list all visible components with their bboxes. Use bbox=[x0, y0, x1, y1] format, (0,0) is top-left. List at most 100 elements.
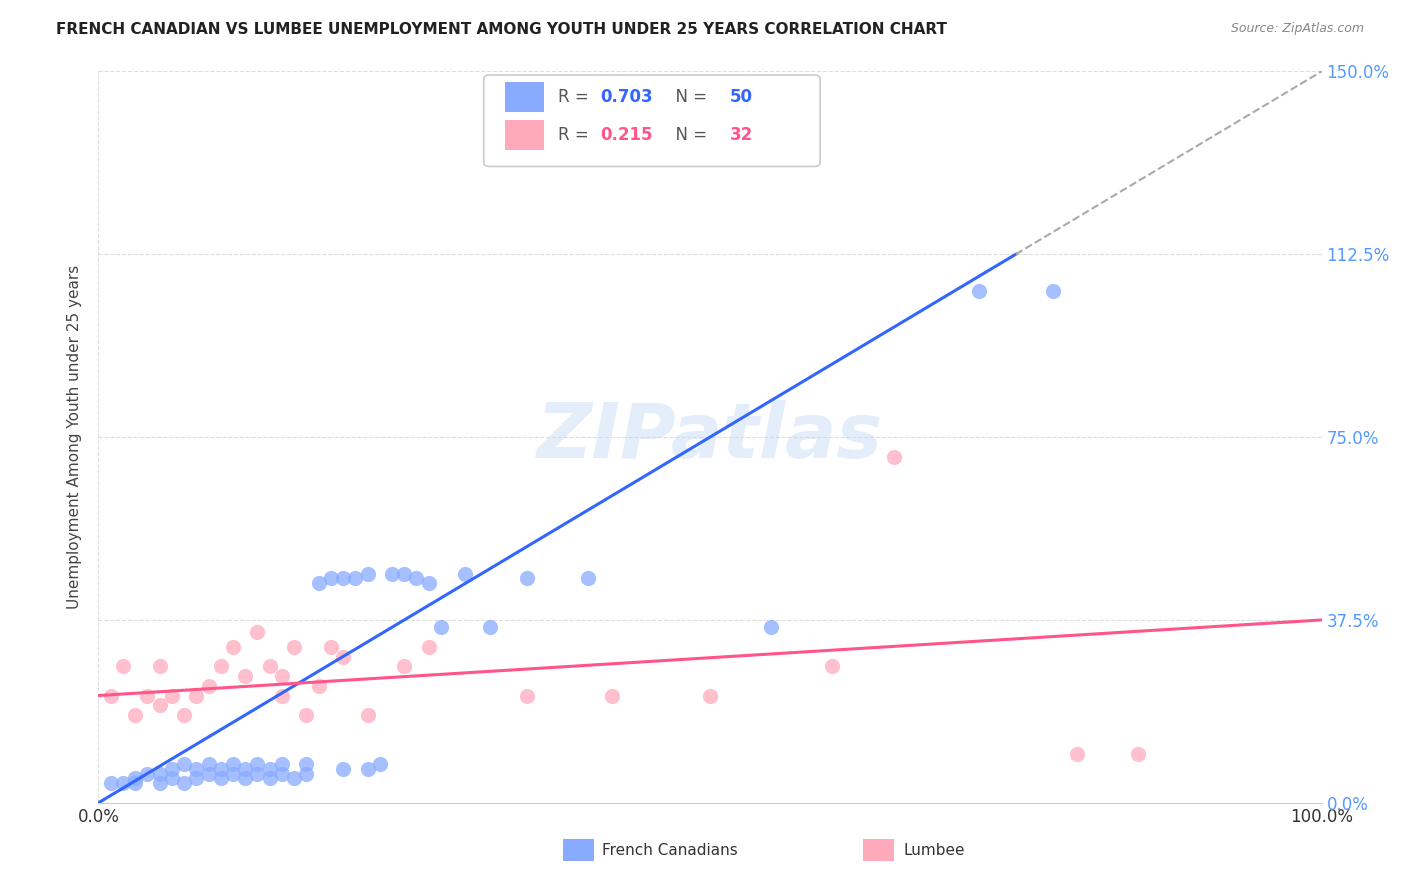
Point bbox=[283, 772, 305, 786]
Point bbox=[332, 649, 354, 664]
Point bbox=[1042, 284, 1064, 298]
Point bbox=[149, 766, 172, 780]
Text: R =: R = bbox=[558, 126, 595, 144]
Text: Source: ZipAtlas.com: Source: ZipAtlas.com bbox=[1230, 22, 1364, 36]
Point bbox=[368, 756, 391, 771]
Point bbox=[1128, 747, 1150, 761]
Point bbox=[259, 659, 281, 673]
Point bbox=[319, 572, 342, 586]
FancyBboxPatch shape bbox=[564, 839, 593, 862]
Point bbox=[356, 566, 378, 581]
Point bbox=[454, 566, 477, 581]
Point bbox=[209, 659, 232, 673]
Point bbox=[283, 640, 305, 654]
Point bbox=[821, 659, 844, 673]
FancyBboxPatch shape bbox=[484, 75, 820, 167]
Point bbox=[246, 756, 269, 771]
Point bbox=[308, 576, 330, 591]
Y-axis label: Unemployment Among Youth under 25 years: Unemployment Among Youth under 25 years bbox=[67, 265, 83, 609]
Point bbox=[270, 669, 294, 683]
Point bbox=[100, 689, 122, 703]
Point bbox=[381, 566, 404, 581]
Point bbox=[124, 708, 146, 723]
Point bbox=[124, 772, 146, 786]
Point bbox=[332, 572, 354, 586]
Point bbox=[149, 698, 172, 713]
Point bbox=[246, 625, 269, 640]
Point bbox=[186, 772, 208, 786]
Point bbox=[308, 679, 330, 693]
Point bbox=[332, 762, 354, 776]
Point bbox=[149, 776, 172, 790]
Point bbox=[392, 566, 416, 581]
Text: R =: R = bbox=[558, 88, 595, 106]
Point bbox=[111, 659, 134, 673]
Text: 0.703: 0.703 bbox=[600, 88, 652, 106]
Point bbox=[173, 776, 195, 790]
Text: French Canadians: French Canadians bbox=[602, 843, 738, 858]
Point bbox=[209, 762, 232, 776]
Point bbox=[259, 762, 281, 776]
FancyBboxPatch shape bbox=[505, 120, 544, 150]
Point bbox=[295, 766, 318, 780]
Point bbox=[186, 762, 208, 776]
Point bbox=[270, 756, 294, 771]
Text: N =: N = bbox=[665, 88, 713, 106]
Point bbox=[124, 776, 146, 790]
Point bbox=[430, 620, 453, 634]
FancyBboxPatch shape bbox=[863, 839, 894, 862]
Point bbox=[246, 766, 269, 780]
Point bbox=[197, 766, 219, 780]
Point bbox=[186, 689, 208, 703]
Point bbox=[270, 689, 294, 703]
Point bbox=[222, 766, 245, 780]
Point bbox=[136, 689, 159, 703]
Point bbox=[356, 762, 378, 776]
Point bbox=[111, 776, 134, 790]
Point bbox=[233, 772, 256, 786]
Point bbox=[197, 679, 219, 693]
Point bbox=[259, 772, 281, 786]
Point bbox=[197, 756, 219, 771]
Point bbox=[319, 640, 342, 654]
Text: N =: N = bbox=[665, 126, 713, 144]
Text: FRENCH CANADIAN VS LUMBEE UNEMPLOYMENT AMONG YOUTH UNDER 25 YEARS CORRELATION CH: FRENCH CANADIAN VS LUMBEE UNEMPLOYMENT A… bbox=[56, 22, 948, 37]
Point bbox=[270, 766, 294, 780]
Point bbox=[356, 708, 378, 723]
Point bbox=[222, 756, 245, 771]
Point bbox=[160, 762, 183, 776]
Text: 32: 32 bbox=[730, 126, 752, 144]
Text: 50: 50 bbox=[730, 88, 752, 106]
Point bbox=[295, 756, 318, 771]
Point bbox=[344, 572, 367, 586]
Point bbox=[418, 640, 440, 654]
Point bbox=[173, 708, 195, 723]
Point bbox=[1066, 747, 1088, 761]
Point bbox=[576, 572, 599, 586]
Point bbox=[209, 772, 232, 786]
Point bbox=[761, 620, 783, 634]
Point bbox=[100, 776, 122, 790]
Text: Lumbee: Lumbee bbox=[903, 843, 965, 858]
Point bbox=[233, 762, 256, 776]
Point bbox=[699, 689, 721, 703]
Point bbox=[478, 620, 501, 634]
Point bbox=[233, 669, 256, 683]
Point bbox=[405, 572, 427, 586]
FancyBboxPatch shape bbox=[505, 82, 544, 112]
Point bbox=[149, 659, 172, 673]
Point bbox=[515, 689, 537, 703]
Point bbox=[418, 576, 440, 591]
Point bbox=[515, 572, 537, 586]
Point bbox=[600, 689, 623, 703]
Point bbox=[392, 659, 416, 673]
Point bbox=[160, 689, 183, 703]
Point bbox=[160, 772, 183, 786]
Point bbox=[136, 766, 159, 780]
Text: 0.215: 0.215 bbox=[600, 126, 652, 144]
Point bbox=[173, 756, 195, 771]
Point bbox=[967, 284, 990, 298]
Text: ZIPatlas: ZIPatlas bbox=[537, 401, 883, 474]
Point bbox=[883, 450, 905, 464]
Point bbox=[295, 708, 318, 723]
